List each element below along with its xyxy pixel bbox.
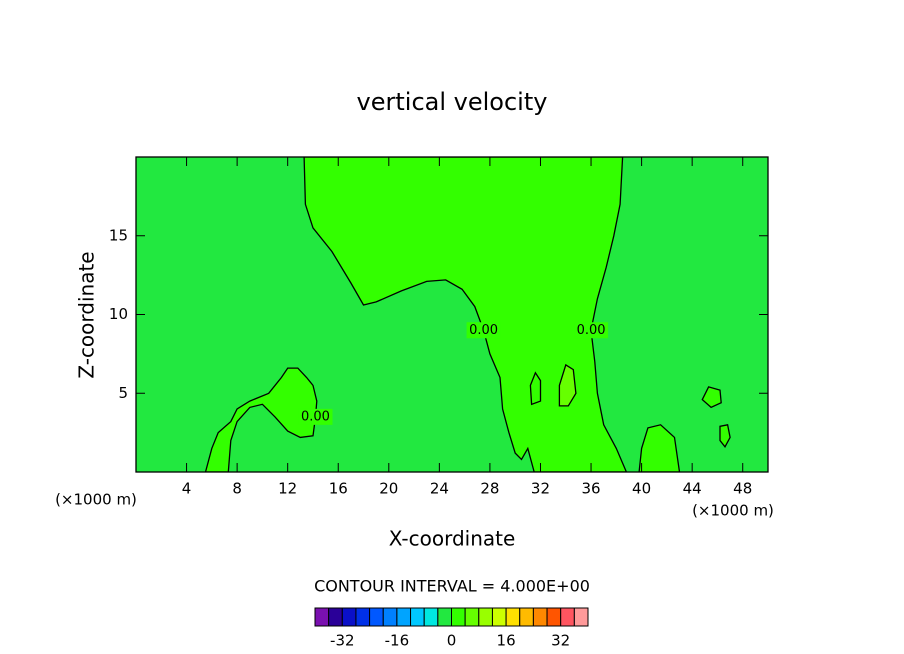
- colorbar-tick-label: -32: [330, 632, 355, 650]
- colorbar-box: [396, 607, 412, 627]
- colorbar-tick-label: -16: [385, 632, 410, 650]
- colorbar-box: [560, 607, 575, 627]
- colorbar-box: [505, 607, 521, 627]
- x-tick-label: 32: [531, 480, 550, 498]
- colorbar-box: [573, 607, 589, 627]
- x-unit-label: (×1000 m): [692, 502, 774, 520]
- y-tick-label: 15: [109, 226, 128, 244]
- colorbar-box: [478, 607, 493, 627]
- contour-line: [719, 424, 731, 448]
- colorbar-box: [451, 607, 466, 627]
- colorbar-box: [328, 607, 343, 627]
- x-tick-label: 24: [430, 480, 449, 498]
- x-tick-label: 44: [683, 480, 702, 498]
- contour-line: [204, 367, 318, 472]
- y-axis-label: Z-coordinate: [75, 251, 99, 378]
- contour-label: 0.00: [469, 323, 498, 338]
- x-tick-label: 40: [632, 480, 651, 498]
- x-tick-label: 16: [329, 480, 348, 498]
- x-unit-label: (×1000 m): [55, 491, 137, 509]
- colorbar-box: [369, 607, 384, 627]
- contour-line: [558, 363, 577, 407]
- colorbar-box: [355, 607, 371, 627]
- x-tick-label: 48: [733, 480, 752, 498]
- x-axis-label: X-coordinate: [389, 527, 516, 551]
- y-tick-label: 5: [118, 384, 128, 402]
- chart-title: vertical velocity: [357, 88, 548, 116]
- x-tick-label: 20: [379, 480, 398, 498]
- colorbar-tick-label: 16: [497, 632, 516, 650]
- colorbar-box: [423, 607, 439, 627]
- contour-label-bg: [298, 408, 333, 425]
- colorbar-box: [519, 607, 534, 627]
- contour-line: [638, 424, 681, 472]
- colorbar-box: [464, 607, 480, 627]
- contours: 0.00 0.00 0.00: [204, 157, 731, 472]
- contour-label-bg: [574, 322, 609, 339]
- colorbar-box: [382, 607, 398, 627]
- x-tick-label: 8: [232, 480, 242, 498]
- colorbar-box: [491, 607, 507, 627]
- colorbar-tick-label: 32: [551, 632, 570, 650]
- contour-line: [529, 371, 542, 406]
- contour-label: 0.00: [577, 323, 606, 338]
- x-tick-label: 12: [278, 480, 297, 498]
- contour-line: [303, 157, 628, 472]
- x-tick-label: 36: [581, 480, 600, 498]
- colorbar-box: [314, 607, 330, 627]
- contour-label: 0.00: [301, 409, 330, 424]
- contour-interval: CONTOUR INTERVAL = 4.000E+00: [314, 577, 590, 596]
- colorbar-box: [532, 607, 548, 627]
- x-tick-label: 4: [182, 480, 192, 498]
- x-tick-label: 28: [480, 480, 499, 498]
- colorbar-box: [546, 607, 562, 627]
- contour-line: [701, 386, 722, 409]
- contour-label-bg: [466, 322, 501, 339]
- colorbar-box: [341, 607, 357, 627]
- colorbar-tick-label: 0: [447, 632, 457, 650]
- colorbar-box: [410, 607, 425, 627]
- colorbar-box: [437, 607, 453, 627]
- y-tick-label: 10: [109, 305, 128, 323]
